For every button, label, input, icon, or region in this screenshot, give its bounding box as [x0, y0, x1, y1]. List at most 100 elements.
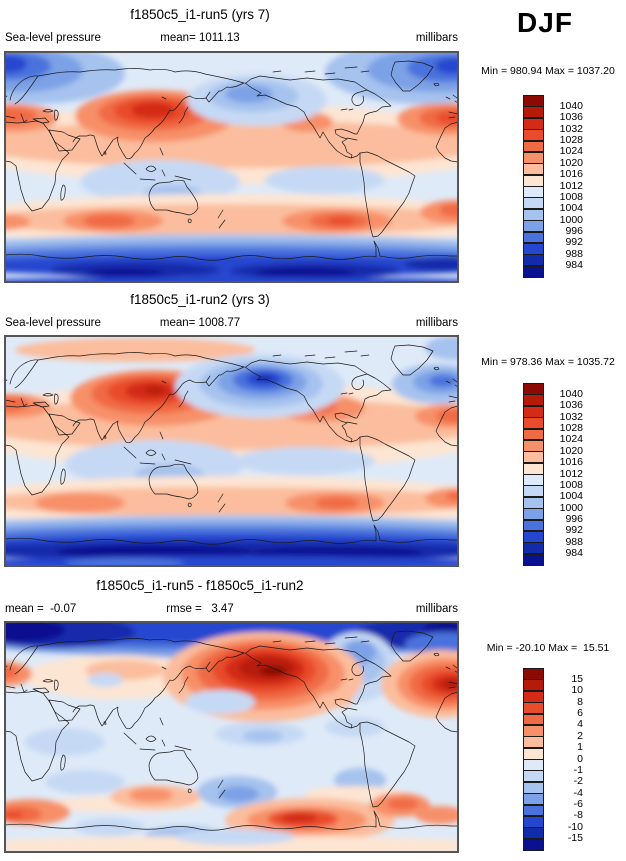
colorbar-tick-label: 1016: [559, 456, 583, 469]
colorbar-segment: [523, 679, 544, 692]
mean-stat: mean= 1011.13: [160, 32, 240, 44]
colorbar-segment: [523, 117, 544, 130]
colorbar-tick-label: 1036: [559, 399, 583, 412]
colorbar-tick-label: -15: [567, 832, 583, 845]
colorbar-tick-label: 1008: [559, 190, 583, 203]
colorbar-segment: [523, 439, 544, 452]
colorbar-segment: [523, 530, 544, 543]
colorbar-tick-label: 1020: [559, 444, 583, 457]
season-label: DJF: [517, 7, 573, 38]
colorbar-segment: [523, 383, 544, 395]
colorbar-tick-label: 996: [565, 513, 583, 525]
minmax-label: Min = 980.94 Max = 1037.20: [481, 65, 615, 77]
minmax-label: Min = 978.36 Max = 1035.72: [481, 356, 615, 368]
colorbar-tick-label: 1004: [559, 202, 583, 215]
colorbar-segment: [523, 254, 544, 267]
colorbar-tick-label: 988: [565, 535, 583, 548]
colorbar-segment: [523, 451, 544, 464]
colorbar-tick-label: 992: [565, 524, 583, 537]
colorbar-segment: [523, 106, 544, 119]
colorbar-segment: [523, 163, 544, 176]
colorbar-tick-label: 1032: [559, 410, 583, 423]
colorbar-segment: [523, 417, 544, 430]
colorbar-tick-label: 0: [577, 752, 583, 765]
colorbar-segment: [523, 197, 544, 210]
colorbar-segment: [523, 462, 544, 475]
colorbar-tick-label: 6: [577, 707, 583, 719]
minmax-label: Min = -20.10 Max = 15.51: [486, 642, 610, 654]
colorbar-tick-label: -10: [567, 820, 583, 833]
colorbar-segment: [523, 838, 544, 851]
colorbar-tick-label: 1: [577, 741, 583, 754]
colorbar-tick-label: 1016: [559, 168, 583, 181]
colorbar-segment: [523, 428, 544, 441]
colorbar-segment: [523, 827, 544, 840]
units-label: millibars: [415, 32, 458, 44]
colorbar-segment: [523, 151, 544, 164]
colorbar-run2: 1040 1036 1032 1028 1024 1020 1016 1012 1008 1004…: [523, 383, 583, 566]
colorbar-segment: [523, 129, 544, 142]
colorbar-tick-label: 1000: [559, 213, 583, 226]
colorbar-segment: [523, 231, 544, 244]
variable-label: Sea-level pressure: [5, 32, 101, 44]
colorbar-tick-label: 988: [565, 247, 583, 260]
panel-title: f1850c5_i1-run5 - f1850c5_i1-run2: [96, 578, 304, 593]
colorbar-tick-label: 1032: [559, 122, 583, 135]
colorbar-tick-label: 1008: [559, 478, 583, 491]
colorbar-segment: [523, 474, 544, 486]
colorbar-tick-label: 1028: [559, 422, 583, 434]
colorbar-segment: [523, 186, 544, 198]
colorbar-segment: [523, 781, 544, 794]
colorbar-segment: [523, 542, 544, 555]
colorbar-diff: 15 10 8 6 4 2 1 0 -1 -2 -4 -6 -8 -10 -15: [523, 668, 583, 851]
colorbar-tick-label: 1012: [559, 467, 583, 480]
map-run5: [4, 51, 459, 283]
colorbar-tick-label: -1: [573, 763, 583, 776]
colorbar-tick-label: 1000: [559, 501, 583, 514]
rmse-stat: rmse = 3.47: [166, 603, 234, 615]
colorbar-tick-label: 4: [577, 718, 583, 731]
colorbar-segment: [523, 668, 544, 680]
mean-stat: mean= 1008.77: [159, 317, 241, 329]
colorbar-tick-label: 984: [565, 547, 583, 560]
colorbar-tick-label: 10: [571, 684, 583, 697]
colorbar-tick-label: 1040: [559, 387, 583, 400]
colorbar-segment: [523, 713, 544, 726]
colorbar-segment: [523, 724, 544, 737]
colorbar-segment: [523, 804, 544, 817]
colorbar-tick-label: 8: [577, 695, 583, 708]
map-diff: [4, 621, 459, 853]
colorbar-tick-label: -2: [573, 775, 583, 788]
colorbar-tick-label: -4: [573, 786, 583, 799]
colorbar-segment: [523, 95, 544, 107]
colorbar-segment: [523, 485, 544, 498]
panel-title: f1850c5_i1-run2 (yrs 3): [130, 292, 270, 307]
colorbar-segment: [523, 793, 544, 806]
colorbar-segment: [523, 496, 544, 509]
colorbar-tick-label: 1024: [559, 433, 583, 446]
colorbar-segment: [523, 174, 544, 187]
colorbar-tick-label: 992: [565, 236, 583, 249]
colorbar-tick-label: 1036: [559, 111, 583, 124]
colorbar-segment: [523, 815, 544, 828]
map-run2: [4, 335, 459, 567]
units-label: millibars: [415, 317, 458, 329]
colorbar-tick-label: 996: [565, 225, 583, 237]
colorbar-segment: [523, 405, 544, 418]
colorbar-segment: [523, 519, 544, 532]
colorbar-segment: [523, 553, 544, 566]
units-label: millibars: [415, 603, 458, 615]
colorbar-tick-label: 15: [571, 672, 583, 685]
colorbar-tick-label: 1028: [559, 134, 583, 146]
colorbar-tick-label: 984: [565, 259, 583, 272]
colorbar-tick-label: 1012: [559, 179, 583, 192]
colorbar-segment: [523, 770, 544, 783]
panel-title: f1850c5_i1-run5 (yrs 7): [130, 7, 270, 22]
colorbar-segment: [523, 736, 544, 749]
colorbar-segment: [523, 759, 544, 771]
colorbar-tick-label: 2: [577, 729, 583, 742]
colorbar-segment: [523, 220, 544, 233]
colorbar-segment: [523, 242, 544, 255]
colorbar-tick-label: 1040: [559, 99, 583, 112]
